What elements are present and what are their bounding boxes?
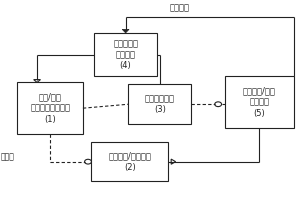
Text: 数据采集/放大系统
(2): 数据采集/放大系统 (2) [109,152,151,172]
Bar [94,33,157,76]
Text: 显微成像系统
(3): 显微成像系统 (3) [145,94,175,114]
Bar [128,84,191,124]
Text: 离子/分子
信息检测电极单元
(1): 离子/分子 信息检测电极单元 (1) [30,93,70,124]
Bar [225,76,294,128]
Text: 可编程三维
运动系统
(4): 可编程三维 运动系统 (4) [113,39,138,70]
Polygon shape [122,29,129,33]
Text: 控制信号: 控制信号 [170,3,190,12]
Text: 自动控制/数据
处理系统
(5): 自动控制/数据 处理系统 (5) [243,87,276,118]
Bar [17,82,83,134]
Bar [92,142,168,181]
Text: 据信号: 据信号 [1,152,15,161]
